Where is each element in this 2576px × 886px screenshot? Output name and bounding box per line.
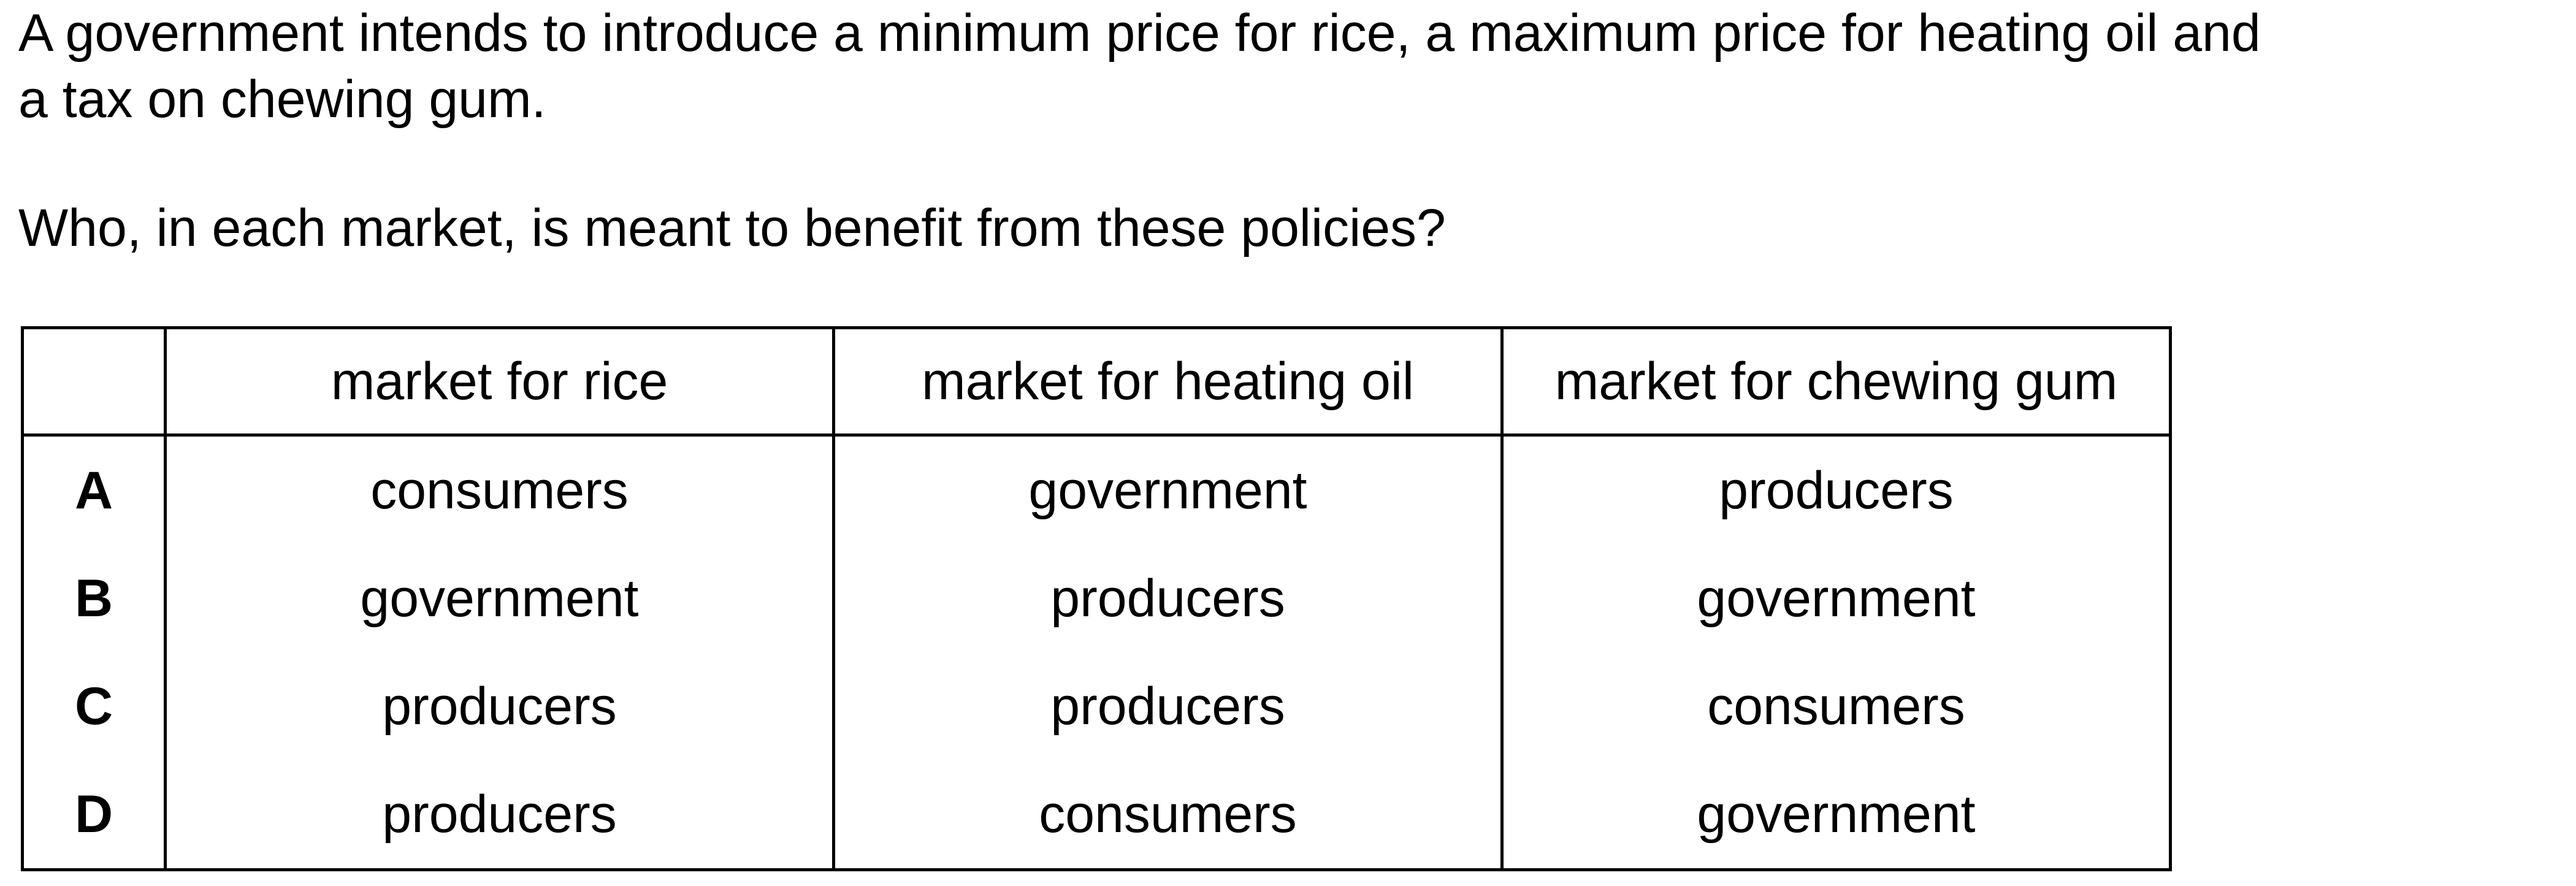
question-intro: A government intends to introduce a mini…	[18, 0, 2261, 132]
option-key: B	[21, 544, 167, 652]
table-cell: government	[832, 435, 1504, 544]
table-cell: producers	[832, 544, 1504, 652]
table-row: A consumers government producers	[21, 435, 2172, 544]
table-cell: producers	[164, 760, 835, 871]
question-intro-line-2: a tax on chewing gum.	[18, 70, 546, 129]
option-key: C	[21, 652, 167, 760]
question-intro-line-1: A government intends to introduce a mini…	[18, 4, 2261, 63]
header-market-chewing-gum: market for chewing gum	[1500, 326, 2172, 437]
table-cell: producers	[164, 652, 835, 760]
question-prompt: Who, in each market, is meant to benefit…	[18, 199, 1446, 258]
table-cell: producers	[1500, 435, 2172, 544]
option-key: D	[21, 760, 167, 871]
table-header-row: market for rice market for heating oil m…	[21, 326, 2172, 437]
answer-options-table: market for rice market for heating oil m…	[21, 326, 2172, 871]
table-row: D producers consumers government	[21, 760, 2172, 871]
table-cell: producers	[832, 652, 1504, 760]
table-row: B government producers government	[21, 544, 2172, 652]
table-cell: government	[1500, 760, 2172, 871]
header-market-rice: market for rice	[164, 326, 835, 437]
table-cell: consumers	[832, 760, 1504, 871]
table-cell: consumers	[164, 435, 835, 544]
table-cell: government	[164, 544, 835, 652]
header-market-heating-oil: market for heating oil	[832, 326, 1504, 437]
table-cell: government	[1500, 544, 2172, 652]
option-key: A	[21, 435, 167, 544]
table-row: C producers producers consumers	[21, 652, 2172, 760]
header-corner-cell	[21, 326, 167, 437]
table-cell: consumers	[1500, 652, 2172, 760]
